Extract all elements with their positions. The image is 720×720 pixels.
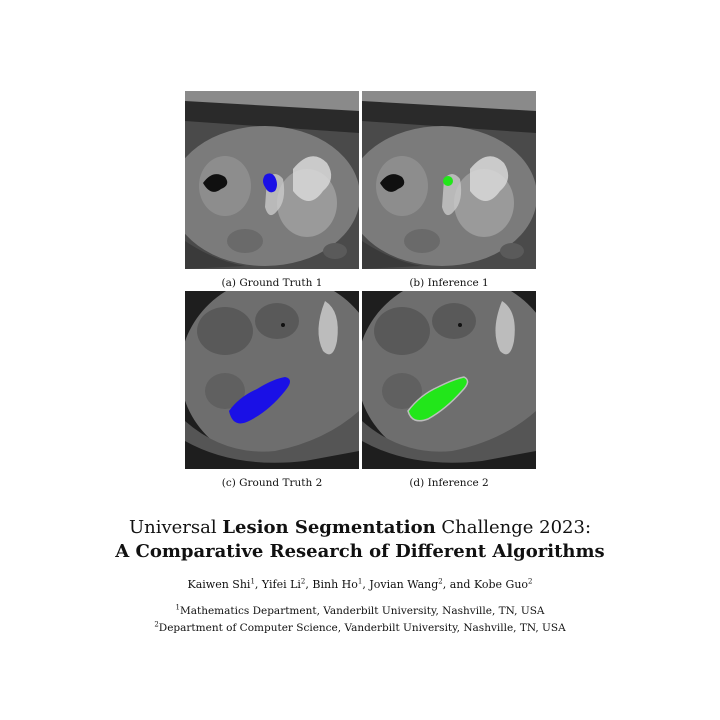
affiliation-text: Mathematics Department, Vanderbilt Unive… <box>179 605 545 617</box>
affiliation-mark: 1 <box>175 603 180 612</box>
inference-mask <box>407 376 469 422</box>
ground-truth-mask <box>263 173 277 193</box>
author-separator: , <box>305 578 313 591</box>
inference-mask <box>443 176 453 186</box>
ct-scan-1-inference <box>362 91 536 269</box>
affiliation-mark: 2 <box>154 620 159 629</box>
author-affiliation-mark: 2 <box>528 577 533 586</box>
caption-d: (d) Inference 2 <box>409 477 489 489</box>
title-part1: Universal <box>128 517 223 538</box>
caption-a: (a) Ground Truth 1 <box>221 277 323 289</box>
author-separator: , <box>254 578 262 591</box>
ground-truth-mask <box>229 377 290 424</box>
author-list: Kaiwen Shi1, Yifei Li2, Binh Ho1, Jovian… <box>60 578 660 592</box>
author-affiliation-mark: 1 <box>357 577 363 586</box>
ct-scan-2-inference <box>362 291 536 469</box>
author-separator: , <box>362 578 370 591</box>
affiliation-1: 1Mathematics Department, Vanderbilt Univ… <box>60 603 660 618</box>
paper-title-line1: Universal Lesion Segmentation Challenge … <box>60 516 660 540</box>
caption-c: (c) Ground Truth 2 <box>221 477 323 489</box>
ct-scan-1-gt <box>185 91 359 269</box>
ct-scan-2-gt <box>185 291 359 469</box>
title-part2: Challenge 2023: <box>435 517 592 538</box>
author-name: Kaiwen Shi <box>187 578 251 591</box>
affiliation-text: Department of Computer Science, Vanderbi… <box>158 622 566 634</box>
affiliation-2: 2Department of Computer Science, Vanderb… <box>60 620 660 635</box>
ct-image-ground-truth-1 <box>185 91 359 269</box>
author-affiliation-mark: 1 <box>250 577 255 586</box>
author-affiliation-mark: 2 <box>438 577 443 586</box>
caption-b: (b) Inference 1 <box>409 277 489 289</box>
author-name: Binh Ho <box>312 578 358 591</box>
author-name: Kobe Guo <box>473 578 529 591</box>
author-separator: , and <box>442 578 474 591</box>
author-name: Jovian Wang <box>369 578 439 591</box>
paper-title-line2: A Comparative Research of Different Algo… <box>115 541 605 562</box>
title-bold1: Lesion Segmentation <box>222 517 436 538</box>
author-name: Yifei Li <box>261 578 301 591</box>
ct-image-inference-2 <box>362 291 536 469</box>
ct-image-ground-truth-2 <box>185 291 359 469</box>
ct-image-inference-1 <box>362 91 536 269</box>
author-affiliation-mark: 2 <box>300 577 306 586</box>
